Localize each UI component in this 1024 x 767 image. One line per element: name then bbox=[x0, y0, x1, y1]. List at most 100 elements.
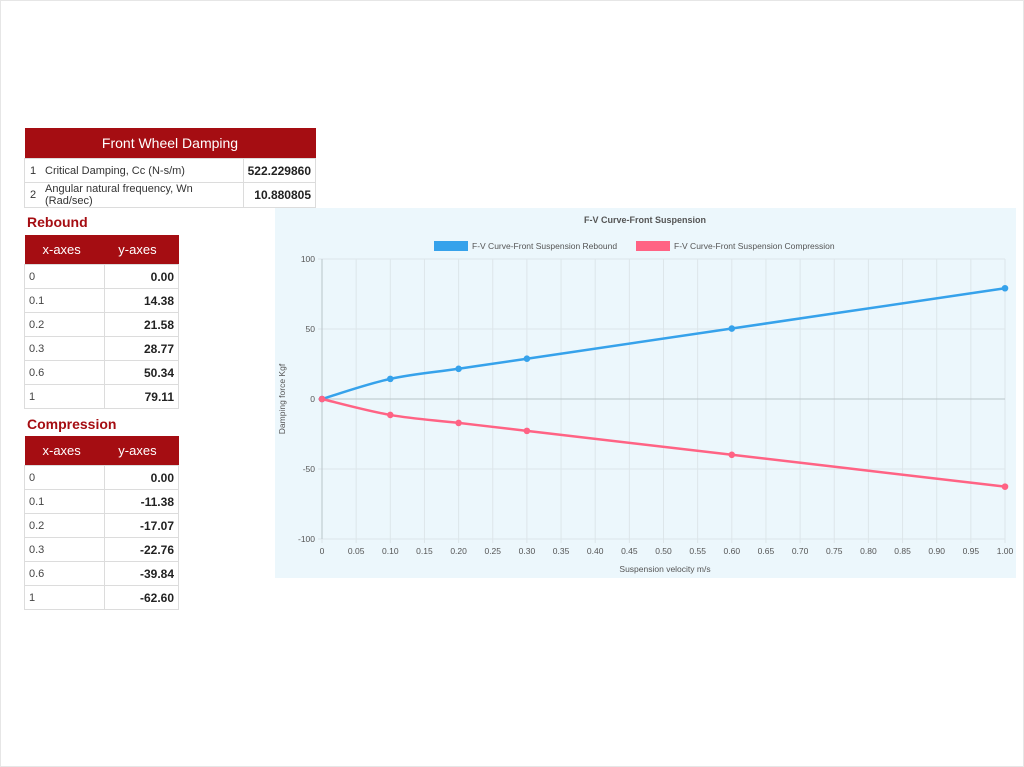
x-tick-label: 0.15 bbox=[416, 546, 433, 556]
table-row: 0.2 21.58 bbox=[24, 312, 180, 337]
legend-swatch bbox=[434, 241, 468, 251]
x-tick-label: 0.65 bbox=[758, 546, 775, 556]
y-cell: -22.76 bbox=[103, 537, 180, 562]
x-cell: 0.1 bbox=[24, 288, 105, 313]
row-label: Critical Damping, Cc (N-s/m) bbox=[41, 158, 244, 183]
data-point bbox=[455, 365, 462, 373]
x-cell: 1 bbox=[24, 585, 105, 610]
x-cell: 0.3 bbox=[24, 336, 105, 361]
legend-swatch bbox=[636, 241, 670, 251]
x-cell: 0.3 bbox=[24, 537, 105, 562]
y-cell: -39.84 bbox=[103, 561, 180, 586]
rebound-table: x-axes y-axes 0 0.00 0.1 14.38 0.2 21.58 0.… bbox=[24, 235, 180, 409]
table-row: 0.3 -22.76 bbox=[24, 537, 180, 562]
y-cell: -17.07 bbox=[103, 513, 180, 538]
x-tick-label: 0.20 bbox=[450, 546, 467, 556]
x-tick-label: 0.50 bbox=[655, 546, 672, 556]
table-row: 0.6 50.34 bbox=[24, 360, 180, 385]
table-row: 1 Critical Damping, Cc (N-s/m) 522.22986… bbox=[24, 158, 317, 183]
compression-table: x-axes y-axes 0 0.00 0.1 -11.38 0.2 -17.07 … bbox=[24, 436, 180, 610]
data-point bbox=[387, 375, 394, 383]
row-value: 522.229860 bbox=[242, 158, 317, 183]
y-tick-label: -50 bbox=[303, 464, 316, 474]
y-cell: -11.38 bbox=[103, 489, 180, 514]
x-cell: 0.2 bbox=[24, 312, 105, 337]
y-tick-label: 50 bbox=[306, 324, 316, 334]
x-tick-label: 0.30 bbox=[519, 546, 536, 556]
row-label: Angular natural frequency, Wn (Rad/sec) bbox=[41, 182, 244, 208]
x-tick-label: 0.05 bbox=[348, 546, 365, 556]
y-tick-label: -100 bbox=[298, 534, 315, 544]
data-point bbox=[1001, 483, 1009, 490]
y-cell: 50.34 bbox=[103, 360, 180, 385]
x-tick-label: 0.55 bbox=[689, 546, 706, 556]
x-header: x-axes bbox=[24, 436, 105, 466]
x-tick-label: 0.45 bbox=[621, 546, 638, 556]
x-tick-label: 0.90 bbox=[928, 546, 945, 556]
y-cell: 79.11 bbox=[103, 384, 180, 409]
table-row: 0.1 -11.38 bbox=[24, 489, 180, 514]
x-header: x-axes bbox=[24, 235, 105, 265]
y-tick-label: 0 bbox=[310, 394, 315, 404]
table-row: 0 0.00 bbox=[24, 465, 180, 490]
table-row: 2 Angular natural frequency, Wn (Rad/sec… bbox=[24, 182, 317, 208]
x-cell: 0.2 bbox=[24, 513, 105, 538]
x-axis-label: Suspension velocity m/s bbox=[619, 564, 710, 574]
front-wheel-damping-table: Front Wheel Damping 1 Critical Damping, … bbox=[24, 128, 317, 208]
y-header: y-axes bbox=[104, 436, 179, 466]
legend-label: F-V Curve-Front Suspension Compression bbox=[674, 241, 835, 251]
x-tick-label: 0.95 bbox=[963, 546, 980, 556]
table-row: 0.1 14.38 bbox=[24, 288, 180, 313]
data-point bbox=[728, 451, 736, 459]
x-tick-label: 0.60 bbox=[724, 546, 741, 556]
data-point bbox=[523, 427, 531, 435]
x-tick-label: 0.35 bbox=[553, 546, 570, 556]
x-tick-label: 0.10 bbox=[382, 546, 399, 556]
legend-label: F-V Curve-Front Suspension Rebound bbox=[472, 241, 617, 251]
data-point bbox=[455, 419, 462, 427]
compression-heading: Compression bbox=[27, 416, 117, 432]
x-tick-label: 1.00 bbox=[997, 546, 1014, 556]
table-row: 0.3 28.77 bbox=[24, 336, 180, 361]
y-cell: 0.00 bbox=[103, 465, 180, 490]
y-cell: 0.00 bbox=[103, 264, 180, 289]
row-number: 2 bbox=[24, 182, 41, 208]
x-tick-label: 0.80 bbox=[860, 546, 877, 556]
x-tick-label: 0.85 bbox=[894, 546, 911, 556]
table-row: 0.6 -39.84 bbox=[24, 561, 180, 586]
data-point bbox=[728, 325, 736, 332]
table-row: 1 79.11 bbox=[24, 384, 180, 409]
data-point bbox=[318, 395, 326, 403]
x-cell: 0 bbox=[24, 465, 105, 490]
x-cell: 0.6 bbox=[24, 561, 105, 586]
x-cell: 0.6 bbox=[24, 360, 105, 385]
row-value: 10.880805 bbox=[242, 182, 317, 208]
fv-curve-chart: F-V Curve-Front Suspension F-V Curve-Fro… bbox=[275, 208, 1016, 578]
rebound-heading: Rebound bbox=[27, 214, 88, 230]
damping-title: Front Wheel Damping bbox=[24, 128, 316, 159]
x-tick-label: 0.25 bbox=[484, 546, 501, 556]
y-cell: 14.38 bbox=[103, 288, 180, 313]
table-row: 0 0.00 bbox=[24, 264, 180, 289]
data-point bbox=[1001, 284, 1009, 292]
x-cell: 0 bbox=[24, 264, 105, 289]
x-tick-label: 0.70 bbox=[792, 546, 809, 556]
y-tick-label: 100 bbox=[301, 254, 315, 264]
chart-title: F-V Curve-Front Suspension bbox=[584, 215, 706, 225]
x-cell: 1 bbox=[24, 384, 105, 409]
table-row: 0.2 -17.07 bbox=[24, 513, 180, 538]
table-row: 1 -62.60 bbox=[24, 585, 180, 610]
x-tick-label: 0 bbox=[320, 546, 325, 556]
y-cell: 21.58 bbox=[103, 312, 180, 337]
x-cell: 0.1 bbox=[24, 489, 105, 514]
data-point bbox=[387, 411, 394, 419]
row-number: 1 bbox=[24, 158, 41, 183]
y-cell: -62.60 bbox=[103, 585, 180, 610]
y-cell: 28.77 bbox=[103, 336, 180, 361]
x-tick-label: 0.75 bbox=[826, 546, 843, 556]
data-point bbox=[523, 355, 531, 363]
y-axis-label: Damping force Kgf bbox=[277, 363, 287, 434]
chart-canvas: F-V Curve-Front Suspension F-V Curve-Fro… bbox=[277, 215, 1014, 574]
y-header: y-axes bbox=[104, 235, 179, 265]
x-tick-label: 0.40 bbox=[587, 546, 604, 556]
